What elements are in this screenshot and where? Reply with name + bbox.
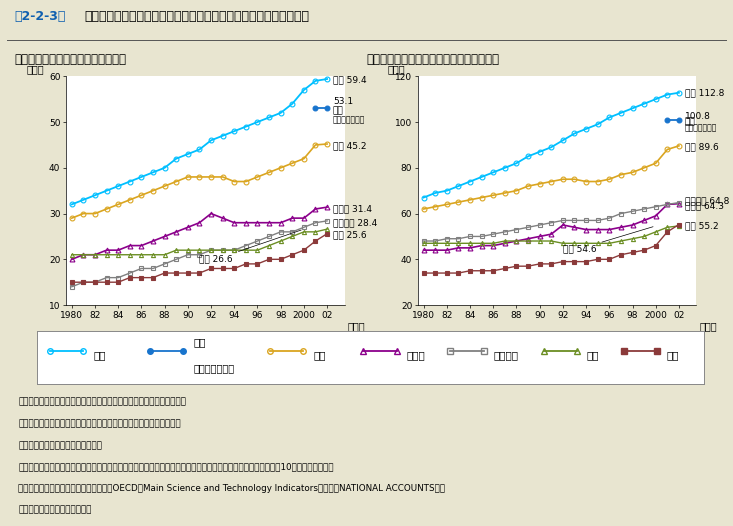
Text: 米国 45.2: 米国 45.2 — [333, 141, 366, 150]
Text: フランス 28.4: フランス 28.4 — [333, 218, 377, 227]
Text: ドイツ 31.4: ドイツ 31.4 — [333, 205, 372, 214]
Text: 米国: 米国 — [314, 350, 326, 360]
Text: 英国: 英国 — [587, 350, 600, 360]
Text: （２）労働力人口１万人当たりの研究者数: （２）労働力人口１万人当たりの研究者数 — [366, 53, 499, 66]
Text: （専従換算値）: （専従換算値） — [333, 115, 365, 124]
Text: （年）: （年） — [699, 321, 717, 331]
Text: ＥＵ: ＥＵ — [667, 350, 679, 360]
Text: 53.1: 53.1 — [333, 97, 353, 106]
Text: ３．ＥＵはＯＥＣＤの推計値。: ３．ＥＵはＯＥＣＤの推計値。 — [18, 441, 102, 450]
Text: （専従換算値）: （専従換算値） — [194, 363, 235, 373]
Text: 米国 89.6: 米国 89.6 — [685, 143, 718, 151]
Text: （年）: （年） — [347, 321, 365, 331]
Text: ドイツ: ドイツ — [407, 350, 426, 360]
Text: フランス: フランス — [493, 350, 518, 360]
Text: ＥＵ 55.2: ＥＵ 55.2 — [685, 221, 718, 230]
Text: （専従換算値）: （専従換算値） — [685, 123, 717, 132]
Text: 英国 26.6: 英国 26.6 — [199, 230, 301, 264]
Text: 第2-2-3図: 第2-2-3図 — [15, 11, 66, 23]
Text: 英国 54.6: 英国 54.6 — [563, 227, 653, 254]
Text: 日本: 日本 — [685, 117, 696, 127]
Text: 日本: 日本 — [194, 337, 206, 347]
Text: 「労働力調査報告」、その他の国はOECD「Main Science and Technology Indicators」及び「NATIONAL ACCOUNTS: 「労働力調査報告」、その他の国はOECD「Main Science and Te… — [18, 484, 446, 493]
Text: （１）人口１万人当たりの研究者数: （１）人口１万人当たりの研究者数 — [15, 53, 127, 66]
Text: （人）: （人） — [27, 64, 45, 74]
Text: 注）１．国際比較を行うため、各国とも人文・社会科学を含めている。: 注）１．国際比較を行うため、各国とも人文・社会科学を含めている。 — [18, 398, 186, 407]
Text: フランス 64.8: フランス 64.8 — [685, 197, 729, 206]
Text: 100.8: 100.8 — [685, 112, 710, 121]
Text: 日本: 日本 — [93, 350, 106, 360]
Text: （参照：付属資料３．（１））: （参照：付属資料３．（１）） — [18, 506, 92, 515]
Text: ドイツ 64.3: ドイツ 64.3 — [685, 201, 723, 210]
Text: 日本 112.8: 日本 112.8 — [685, 88, 724, 97]
Text: 主要国における人口及び労働力人口１万人当たりの研究者数の推移: 主要国における人口及び労働力人口１万人当たりの研究者数の推移 — [84, 11, 309, 23]
Text: （人）: （人） — [387, 64, 405, 74]
Text: ＥＵ 25.6: ＥＵ 25.6 — [333, 230, 366, 239]
Text: 日本: 日本 — [333, 106, 344, 115]
Text: 日本 59.4: 日本 59.4 — [333, 75, 366, 85]
Text: 資料：研究者数は第２－２－２図に同じ。人口及び労働力人口は、日本は総務省統計局「人口推計資料」（各年10月１日現在）及び: 資料：研究者数は第２－２－２図に同じ。人口及び労働力人口は、日本は総務省統計局「… — [18, 462, 334, 472]
Text: ２．日本の労働力人口及び研究者数は各年度とも４月１日現在。: ２．日本の労働力人口及び研究者数は各年度とも４月１日現在。 — [18, 419, 181, 428]
